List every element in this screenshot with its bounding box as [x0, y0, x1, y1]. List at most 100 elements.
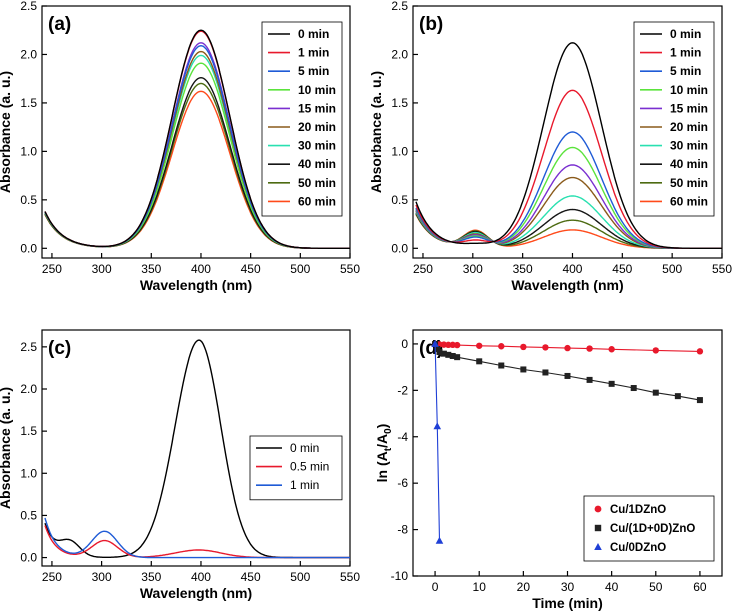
- legend-label: 1 min: [290, 478, 319, 492]
- y-tick-label: 1.5: [20, 96, 37, 110]
- data-point-circle: [652, 347, 659, 354]
- y-tick-label: 1.0: [391, 144, 408, 158]
- y-tick-label: 0.5: [20, 193, 37, 207]
- y-tick-label: 2.0: [391, 47, 408, 61]
- x-tick-label: 250: [42, 570, 62, 584]
- x-tick-label: 20: [517, 580, 531, 594]
- y-tick-label: -4: [397, 430, 408, 444]
- data-point-circle: [498, 343, 505, 350]
- data-point-circle: [696, 348, 704, 355]
- legend-label: 30 min: [298, 139, 336, 153]
- x-tick-label: 450: [241, 262, 261, 276]
- legend-label: Cu/(1D+0D)ZnO: [610, 523, 695, 535]
- legend-label: Cu/1DZnO: [610, 504, 666, 516]
- y-tick-label: 0.0: [391, 241, 408, 255]
- plot-frame: [412, 5, 723, 259]
- x-tick-label: 450: [241, 570, 261, 584]
- legend-label: 10 min: [670, 83, 708, 97]
- panel-d: 0 10 20 30 40 50 600-2-4-6-8-10(d)Time (min)ln…: [374, 329, 723, 611]
- y-tick-label: 0.5: [391, 193, 408, 207]
- data-point-square: [440, 350, 447, 357]
- y-axis-label-part: 0: [383, 428, 394, 434]
- x-axis-label: Wavelength (nm): [140, 585, 252, 601]
- data-point-square: [436, 349, 443, 356]
- x-tick-label: 500: [662, 262, 682, 276]
- legend-label: 60 min: [670, 194, 708, 208]
- data-point-triangle: [431, 339, 439, 347]
- y-tick-label: 0: [401, 337, 408, 351]
- y-tick-label: 1.0: [20, 466, 37, 480]
- y-tick-label: -2: [397, 383, 408, 397]
- data-point-circle: [520, 343, 527, 351]
- data-point-circle: [445, 341, 452, 349]
- panel-b: 250 300 350 400 450 500 550 0.0 0.5 1.0 1.5 2.0 2.5 (…: [368, 0, 732, 293]
- legend-label: 20 min: [298, 120, 336, 134]
- x-tick-label: 500: [290, 570, 310, 584]
- legend-label: 15 min: [670, 101, 708, 115]
- legend-label: 10 min: [298, 83, 336, 97]
- panel-label: (a): [48, 14, 71, 35]
- legend-label: 30 min: [670, 139, 708, 153]
- data-point-circle: [608, 346, 615, 353]
- data-point-triangle: [433, 422, 442, 430]
- panel-c: 250 300 350 400 450 500 550 0.0 0.5 1.0 1.5 2.0 2.5 (…: [0, 329, 360, 601]
- data-point-square: [449, 352, 456, 359]
- y-tick-label: 0.0: [20, 241, 37, 255]
- x-tick-label: 50: [649, 580, 663, 594]
- x-tick-label: 350: [141, 570, 161, 584]
- data-point-square: [696, 397, 703, 404]
- data-point-square: [674, 393, 681, 400]
- x-tick-label: 300: [92, 570, 112, 584]
- data-point-circle: [476, 342, 483, 349]
- legend-label: 40 min: [670, 157, 708, 171]
- legend-label: 50 min: [298, 176, 336, 190]
- legend-label: 20 min: [670, 120, 708, 134]
- x-tick-label: 350: [513, 262, 533, 276]
- y-tick-label: 1.5: [20, 424, 37, 438]
- y-tick-label: 2.5: [391, 0, 408, 13]
- x-axis-label: Wavelength (nm): [511, 277, 623, 293]
- x-tick-label: 500: [290, 262, 310, 276]
- data-point-square: [498, 362, 505, 369]
- legend-label: 0.5 min: [290, 460, 329, 474]
- y-tick-label: -8: [397, 523, 408, 537]
- data-point-square: [564, 372, 571, 379]
- y-tick-label: 0.5: [20, 508, 37, 522]
- x-tick-label: 60: [693, 580, 707, 594]
- y-axis-label-part: /A: [374, 434, 390, 448]
- data-point-circle: [542, 344, 549, 351]
- x-tick-label: 300: [463, 262, 483, 276]
- data-point-square: [608, 380, 615, 387]
- legend-label: 1 min: [670, 46, 701, 60]
- x-tick-label: 0: [432, 580, 439, 594]
- x-tick-label: 550: [340, 570, 360, 584]
- legend-label: 0 min: [290, 441, 319, 455]
- y-tick-label: 2.5: [20, 340, 37, 354]
- y-axis-label: Absorbance (a. u.): [0, 387, 13, 509]
- legend-label: 15 min: [298, 101, 336, 115]
- legend-marker: [594, 543, 602, 550]
- x-tick-label: 400: [191, 570, 211, 584]
- legend-label: 0 min: [670, 27, 701, 41]
- plot-frame: [41, 5, 351, 259]
- y-axis-label: Absorbance (a. u.): [368, 71, 384, 193]
- y-axis-label: Absorbance (a. u.): [0, 71, 13, 193]
- panel-a: 250 300 350 400 450 500 550 0.0 0.5 1.0 1.5 2.0 2.5 (…: [0, 0, 360, 293]
- data-point-square: [520, 366, 527, 373]
- data-point-square: [476, 358, 483, 365]
- legend-marker: [594, 505, 602, 513]
- series-line-1-min: [44, 517, 350, 559]
- plot-frame: [41, 329, 351, 567]
- x-tick-label: 350: [141, 262, 161, 276]
- y-axis-label-part: ln (A: [374, 451, 390, 482]
- x-tick-label: 250: [42, 262, 62, 276]
- x-tick-label: 10: [473, 580, 487, 594]
- y-tick-label: 2.0: [20, 47, 37, 61]
- legend-box: [249, 435, 343, 501]
- legend-label: 1 min: [298, 46, 329, 60]
- fit-line: [434, 343, 441, 541]
- data-point-square: [454, 354, 461, 361]
- y-tick-label: 1.0: [20, 144, 37, 158]
- fit-line: [434, 343, 700, 401]
